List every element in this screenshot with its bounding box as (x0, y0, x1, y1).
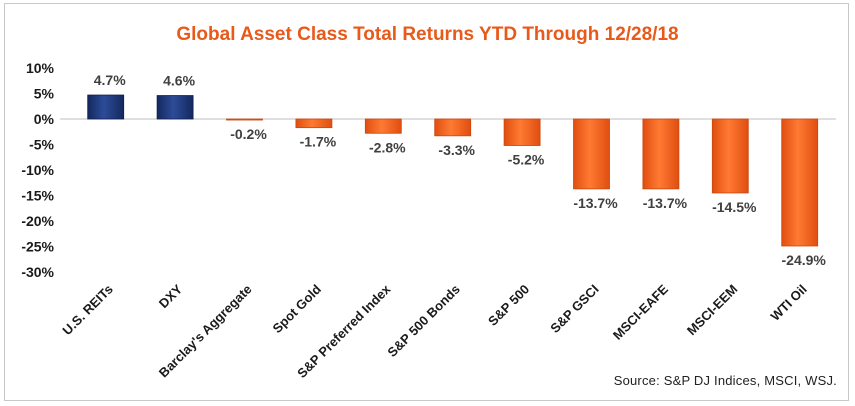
y-tick-label: -20% (21, 213, 54, 229)
bar-dxy (156, 95, 194, 120)
data-label: -13.7% (573, 195, 618, 211)
data-label: -14.5% (712, 199, 757, 215)
data-label: -13.7% (643, 195, 688, 211)
category-label: WTI Oil (768, 282, 810, 324)
y-tick-label: -5% (29, 137, 54, 153)
category-label: S&P GSCI (547, 282, 601, 336)
data-label: -0.2% (230, 126, 267, 142)
y-tick-label: 0% (34, 111, 55, 127)
source-note: Source: S&P DJ Indices, MSCI, WSJ. (613, 373, 837, 388)
category-label: S&P 500 Bonds (384, 282, 462, 360)
data-label: -3.3% (438, 142, 475, 158)
data-label: 4.6% (163, 73, 195, 89)
y-tick-label: 5% (34, 86, 55, 102)
category-label: U.S. REITs (59, 282, 115, 338)
data-label: -2.8% (369, 139, 406, 155)
bar-msci-eem (711, 118, 749, 194)
chart-title: Global Asset Class Total Returns YTD Thr… (176, 24, 679, 45)
y-tick-label: -30% (21, 264, 54, 280)
y-tick-label: -10% (21, 162, 54, 178)
bar-s-p-500-bonds (434, 118, 472, 137)
data-label: -5.2% (508, 152, 545, 168)
y-tick-label: -25% (21, 239, 54, 255)
bar-s-p-preferred-index (364, 118, 402, 134)
category-label: MSCI-EEM (684, 282, 741, 339)
bar-u-s-reits (87, 94, 125, 120)
bar-msci-eafe (642, 118, 680, 190)
category-label: S&P 500 (485, 282, 532, 329)
bar-s-p-500 (503, 118, 541, 146)
bar-s-p-gsci (573, 118, 610, 190)
category-label: MSCI-EAFE (610, 281, 671, 342)
y-tick-label: 10% (26, 60, 55, 76)
data-label: 4.7% (94, 72, 126, 88)
chart-frame (4, 3, 849, 401)
y-tick-label: -15% (21, 188, 54, 204)
bar-wti-oil (781, 118, 819, 247)
bar-barclay-s-aggregate (226, 118, 263, 121)
data-label: -1.7% (300, 134, 337, 150)
data-label: -24.9% (782, 252, 827, 268)
bar-spot-gold (295, 118, 333, 129)
category-label: DXY (156, 281, 186, 311)
category-label: Spot Gold (269, 281, 324, 336)
